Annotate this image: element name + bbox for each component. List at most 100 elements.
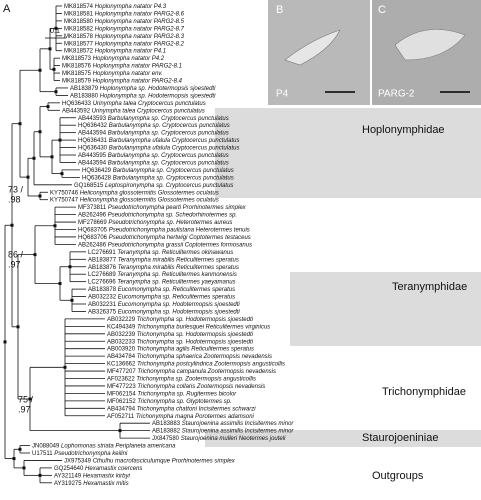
leaf-name: Hexamastix coercens (85, 465, 142, 471)
leaf-label: MK818573 Hoplonympha natator P4.2 (62, 56, 165, 62)
leaf-label: JX975349 Cthulhu macrofasciculumque Pror… (64, 458, 236, 464)
leaf-label: AB443593 Barbulanympha sp. Cryptocercus … (78, 115, 229, 121)
leaf-id: MF278669 (78, 220, 107, 226)
leaf-id: MF477223 (107, 384, 136, 390)
leaf-label: AB326375 Eucomonympha sp. Hodotermopsis … (88, 309, 240, 315)
leaf-name: Hoplonympha natator PARG2-8.5 (95, 18, 185, 24)
leaf-id: MF373811 (78, 205, 107, 211)
leaf-name: Eucomonympha sp. Hodotermopsis sjoestedt… (118, 309, 241, 315)
leaf-label: AB032233 Trichonympha sp. Hodotermopsis … (107, 339, 254, 345)
family-band (290, 272, 481, 346)
leaf-id: AB183882 (152, 428, 181, 434)
leaf-label: MF477207 Trichonympha campanula Zootermo… (107, 369, 276, 375)
leaf-name: Hoplonympha natator PARG2-8.4 (93, 78, 183, 84)
leaf-name: Hoplonympha sp. Hodotermopsis sjoestedti (100, 86, 216, 92)
leaf-label: MK818574 Hoplonympha natator P4.3 (64, 4, 167, 10)
leaf-label: HQ636428 Barbulanympha sp. Cryptocercus … (82, 175, 234, 181)
leaf-label: AB003920 Trichonympha agilis Reticuliter… (107, 346, 254, 352)
leaf-id: KC136662 (107, 361, 136, 367)
panel-label: A (3, 3, 11, 15)
leaf-id: MK818574 (64, 4, 94, 10)
leaf-id: HQ636431 (78, 138, 108, 144)
image-label: PARG-2 (378, 89, 415, 100)
leaf-id: AB434784 (107, 354, 136, 360)
leaf-label: AY319275 Hexamastix mitis (54, 480, 129, 486)
leaf-label: AB443592 Urinympha talea Cryptocercus pu… (62, 108, 205, 114)
leaf-id: LC276691 (88, 249, 116, 255)
leaf-name: Staurojoenina assimilis Incisitermes min… (182, 421, 295, 427)
leaf-name: Trichonympha sp. Hodotermopsis sjoestedt… (137, 316, 254, 322)
leaf-id: MK818579 (62, 78, 92, 84)
leaf-id: AY319275 (54, 480, 82, 486)
tree: MK818574 Hoplonympha natator P4.3MK81858… (3, 4, 295, 486)
leaf-name: Trichonympha collaris Zootermopsis nevad… (137, 384, 265, 390)
leaf-label: AB032231 Eucomonympha sp. Hodotermopsis … (88, 302, 240, 308)
leaf-label: AB443595 Barbulanympha sp. Cryptocercus … (78, 153, 229, 159)
leaf-label: MF278669 Pseudotrichonympha sp. Heterote… (78, 220, 232, 226)
family-band (215, 108, 481, 198)
leaf-name: Trichonympha postcylindrica Zootermopsis… (137, 361, 285, 367)
leaf-label: MK818578 Hoplonympha natator PARG2-8.3 (64, 33, 185, 39)
leaf-name: Pseudotrichonympha sp. Schedorhinotermes… (108, 212, 237, 218)
leaf-label: AB183880 Hoplonympha sp. Hodotermopsis s… (70, 93, 216, 99)
leaf-id: AB183883 (152, 421, 181, 427)
leaf-name: Trichonympha magna Porotermes adamsoni (136, 413, 255, 419)
leaf-name: Pseudotrichonympha keilini (54, 451, 128, 457)
leaf-label: LC276689 Teranympha sp. Reticulitermes k… (88, 272, 237, 278)
leaf-id: MK818580 (64, 18, 94, 24)
leaf-name: Pseudotrichonympha pearti Prorhinotermes… (108, 205, 247, 211)
leaf-label: MK818582 Hoplonympha natator PARG2-8.7 (64, 26, 185, 32)
leaf-name: Teranympha sp. Reticulitermes okinawanus (117, 249, 233, 255)
leaf-name: Trichonympha burlesquei Reticulitermes v… (137, 324, 270, 330)
leaf-id: MK818582 (64, 26, 94, 32)
leaf-label: AB262496 Pseudotrichonympha sp. Schedorh… (78, 212, 237, 218)
leaf-name: Trichonympha sp. Hodotermopsis sjoestedt… (137, 331, 254, 337)
leaf-label: AB434784 Trichonympha sphaerica Zootermo… (107, 354, 272, 360)
leaf-label: AB434794 Trichonympha chattoni Incisiter… (107, 406, 256, 412)
support-value: 86 / (8, 249, 24, 259)
leaf-label: MF062154 Trichonympha sp. Rugitermes bic… (107, 391, 237, 397)
leaf-name: Trichonympha campanula Zootermopsis neva… (137, 369, 276, 375)
leaf-name: Hoplonympha natator P4.1 (95, 48, 166, 54)
leaf-name: Hexamastix kirbyi (83, 473, 131, 479)
panel-label: C (378, 4, 386, 16)
leaf-label: HQ683705 Pseudotrichonympha paulistana H… (78, 227, 250, 233)
leaf-id: AB183878 (88, 287, 117, 293)
leaf-id: AB326375 (88, 309, 117, 315)
leaf-name: Hoplonympha natator env. (93, 71, 163, 77)
leaf-id: AB003920 (107, 346, 136, 352)
leaf-name: Pseudotrichonympha hertwigi Coptotermes … (109, 235, 251, 241)
leaf-name: Staurojoenina assimilis Incisitermes min… (182, 428, 295, 434)
leaf-id: HQ636428 (82, 175, 112, 181)
leaf-id: MF477207 (107, 369, 136, 375)
leaf-label: AY321149 Hexamastix kirbyi (54, 473, 130, 479)
support-value: .98 (8, 194, 21, 204)
leaf-label: U17511 Pseudotrichonympha keilini (32, 451, 128, 457)
leaf-id: U17511 (32, 451, 53, 457)
leaf-id: JN088049 (32, 443, 60, 449)
leaf-id: AB032233 (107, 339, 136, 345)
leaf-label: LC276691 Teranympha sp. Reticulitermes o… (88, 249, 233, 255)
leaf-name: Leptospironympha sp. Cryptocercus punctu… (105, 182, 233, 188)
leaf-label: MF373811 Pseudotrichonympha pearti Prorh… (78, 205, 247, 211)
leaf-name: Pseudotrichonympha sp. Heterotermes aure… (108, 220, 232, 226)
leaf-id: AB183880 (70, 93, 99, 99)
leaf-id: AY321149 (54, 473, 82, 479)
image-label: P4 (276, 89, 289, 100)
leaf-id: MK818577 (64, 41, 94, 47)
leaf-label: AF052711 Trichonympha magna Porotermes a… (107, 413, 255, 419)
leaf-name: Barbulanympha sp. Cryptocercus punctulat… (113, 175, 234, 181)
leaf-id: MK818581 (64, 11, 94, 17)
leaf-name: Trichonympha chattoni Incisitermes schwa… (137, 406, 257, 412)
leaf-id: HQ636433 (62, 100, 92, 106)
leaf-label: MK818579 Hoplonympha natator PARG2-8.4 (62, 78, 183, 84)
leaf-id: AF023622 (107, 376, 135, 382)
leaf-name: Cthulhu macrofasciculumque Prorhinoterme… (93, 458, 236, 464)
leaf-label: HQ636432 Barbulanympha sp. Cryptocercus … (78, 123, 230, 129)
node-support (3, 340, 7, 344)
leaf-name: Hoplonympha natator PARG2-8.2 (95, 41, 185, 47)
family-label: Hoplonymphidae (362, 124, 445, 136)
leaf-label: AB032239 Trichonympha sp. Hodotermopsis … (107, 331, 254, 337)
leaf-id: AB032232 (88, 294, 117, 300)
